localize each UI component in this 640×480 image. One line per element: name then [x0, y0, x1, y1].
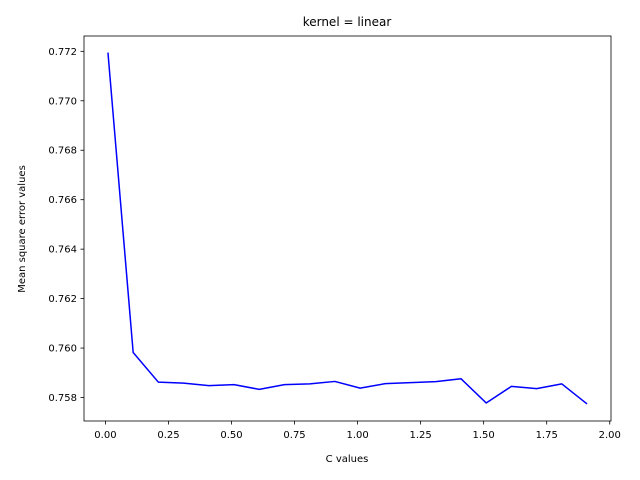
x-tick-label: 1.75	[536, 430, 558, 441]
chart-title: kernel = linear	[303, 15, 392, 29]
series-layer	[107, 52, 588, 405]
x-axis: 0.00 0.25 0.50 0.75 1.00 1.25 1.50 1.75 2.00	[94, 421, 621, 441]
y-tick-label: 0.764	[48, 245, 77, 256]
x-tick-label: 1.25	[409, 430, 431, 441]
x-tick-label: 1.00	[346, 430, 368, 441]
y-tick-label: 0.760	[48, 344, 77, 355]
y-tick-label: 0.758	[48, 393, 77, 404]
x-tick-label: 0.50	[220, 430, 242, 441]
y-tick-label: 0.770	[48, 96, 77, 107]
y-tick-label: 0.768	[48, 146, 77, 157]
y-axis: 0.758 0.760 0.762 0.764 0.766 0.768 0.770 0.772	[48, 47, 84, 404]
series-line	[107, 52, 588, 405]
x-tick-label: 0.25	[157, 430, 179, 441]
plot-frame	[83, 35, 612, 422]
y-tick-label: 0.762	[48, 294, 77, 305]
y-tick-label: 0.772	[48, 47, 77, 58]
x-tick-label: 1.50	[473, 430, 495, 441]
y-axis-label: Mean square error values	[17, 165, 28, 293]
x-axis-label: C values	[326, 454, 369, 465]
y-tick-label: 0.766	[48, 195, 77, 206]
x-tick-label: 0.75	[283, 430, 305, 441]
x-tick-label: 2.00	[599, 430, 621, 441]
x-tick-label: 0.00	[94, 430, 116, 441]
